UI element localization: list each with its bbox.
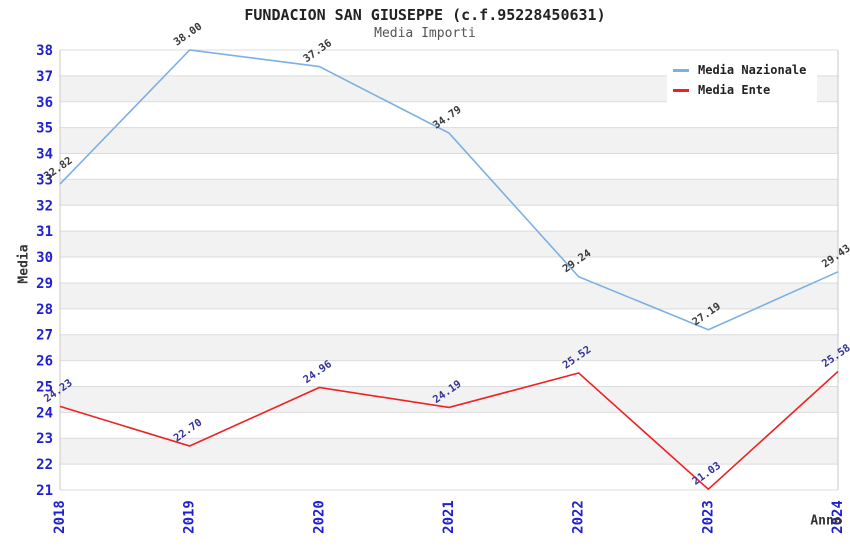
legend-line-swatch-blue: [673, 68, 689, 72]
x-axis-title: Anno: [810, 513, 842, 529]
y-tick-label: 21: [36, 483, 53, 499]
y-tick-label: 36: [36, 95, 53, 111]
data-point-label: 37.36: [301, 37, 334, 65]
legend-label: Media Ente: [698, 83, 771, 97]
y-tick-label: 30: [36, 250, 53, 266]
chart-subtitle: Media Importi: [374, 26, 476, 41]
grid-band: [60, 179, 838, 206]
grid-band: [60, 334, 838, 361]
x-tick-label: 2022: [571, 500, 587, 534]
legend-item-media-ente: Media Ente: [671, 80, 817, 100]
chart-title: FUNDACION SAN GIUSEPPE (c.f.95228450631): [244, 6, 606, 24]
series-line-0: [59, 49, 839, 331]
y-tick-label: 29: [36, 276, 53, 292]
y-tick-label: 23: [36, 431, 53, 447]
y-tick-label: 33: [36, 172, 53, 188]
grid-band: [60, 231, 838, 258]
y-tick-label: 24: [36, 405, 53, 421]
data-point-label: 24.96: [301, 358, 334, 386]
y-axis-title: Media: [16, 244, 32, 284]
y-tick-label: 27: [36, 328, 53, 344]
x-tick-label: 2023: [700, 500, 716, 534]
series-line-1: [59, 370, 839, 491]
y-tick-label: 37: [36, 69, 53, 85]
legend-item-media-nazionale: Media Nazionale: [671, 60, 817, 80]
legend-label: Media Nazionale: [698, 63, 807, 77]
x-tick-label: 2018: [52, 500, 68, 534]
x-tick-label: 2019: [182, 500, 198, 534]
y-tick-label: 28: [36, 302, 53, 318]
y-tick-label: 31: [36, 224, 53, 240]
y-tick-label: 25: [36, 379, 53, 395]
y-tick-label: 38: [36, 43, 53, 59]
grid-band: [60, 438, 838, 465]
x-tick-label: 2021: [441, 500, 457, 534]
x-tick-label: 2020: [311, 500, 327, 534]
grid-band: [60, 127, 838, 154]
y-tick-label: 22: [36, 457, 53, 473]
y-tick-label: 34: [36, 147, 53, 163]
x-tick-label: 2024: [830, 500, 846, 534]
grid-band: [60, 282, 838, 309]
legend: Media Nazionale Media Ente: [667, 54, 817, 106]
legend-line-swatch-red: [673, 88, 689, 92]
y-tick-label: 35: [36, 121, 53, 137]
y-tick-label: 26: [36, 354, 53, 370]
y-tick-label: 32: [36, 198, 53, 214]
